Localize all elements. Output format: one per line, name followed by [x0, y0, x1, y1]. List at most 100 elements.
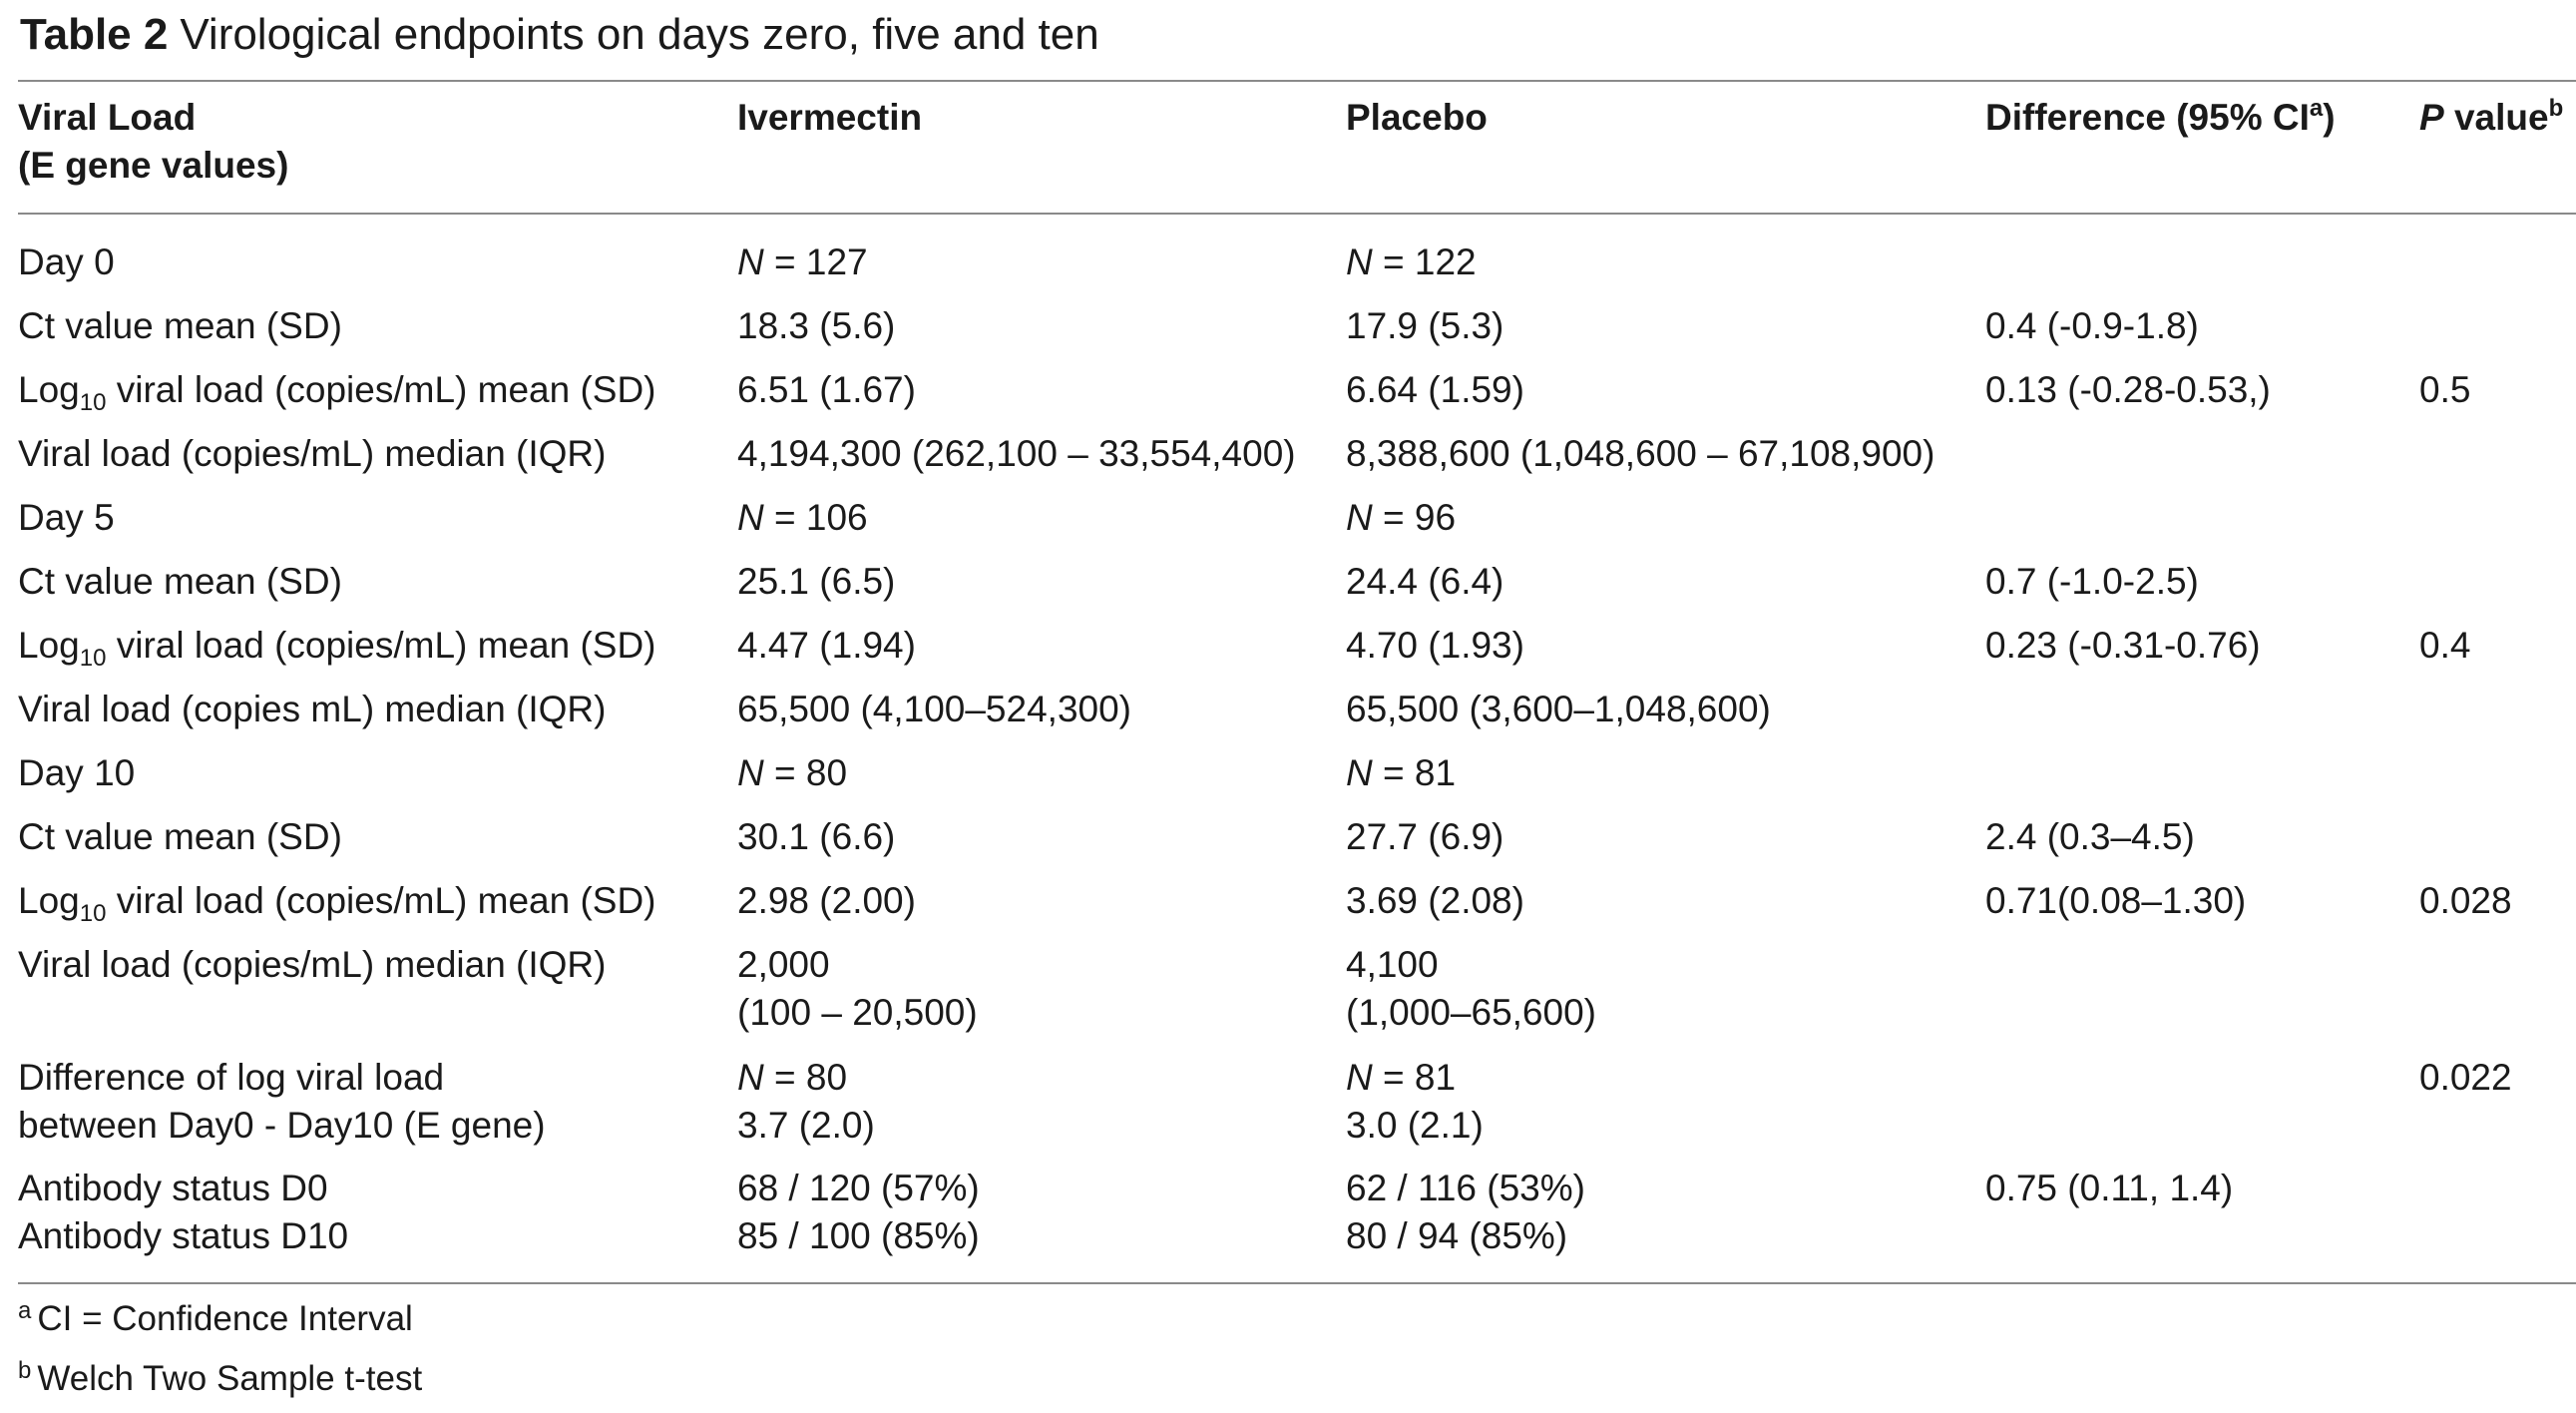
- row-day5-log-label: Log10 viral load (copies/mL) mean (SD): [18, 622, 656, 672]
- header-difference-text: Difference (95% CI: [1985, 97, 2310, 138]
- row-day0-ct-diff: 0.4 (-0.9-1.8): [1985, 305, 2199, 346]
- row-antibody-diff: 0.75 (0.11, 1.4): [1985, 1168, 2234, 1208]
- row-difference-p: 0.022: [2419, 1057, 2512, 1098]
- difference-pbo-n: N = 81: [1346, 1054, 1484, 1102]
- row-day0-label: Day 0: [18, 241, 115, 282]
- row-day0-log-ivm: 6.51 (1.67): [737, 369, 916, 410]
- header-difference: Difference (95% CIa): [1985, 94, 2336, 142]
- difference-label-line1: Difference of log viral load: [18, 1057, 445, 1098]
- row-day0-log-diff: 0.13 (-0.28-0.53,): [1985, 369, 2271, 410]
- header-difference-close: ): [2323, 97, 2336, 138]
- n-symbol: N: [737, 752, 764, 793]
- row-day0-log-pbo: 6.64 (1.59): [1346, 369, 1524, 410]
- row-day5-ct-diff: 0.7 (-1.0-2.5): [1985, 561, 2199, 602]
- row-difference-label: Difference of log viral load between Day…: [18, 1054, 546, 1150]
- row-day10-log-diff: 0.71(0.08–1.30): [1985, 880, 2247, 921]
- row-difference-ivm: N = 80 3.7 (2.0): [737, 1054, 875, 1150]
- row-day10-median-ivm: 2,000 (100 – 20,500): [737, 941, 978, 1037]
- row-day10-log-p: 0.028: [2419, 880, 2512, 921]
- header-viral-load-line1: Viral Load: [18, 97, 197, 138]
- row-day5-ct-ivm: 25.1 (6.5): [737, 561, 896, 602]
- row-day10-log-ivm: 2.98 (2.00): [737, 880, 916, 921]
- header-p-sup: b: [2548, 95, 2564, 122]
- header-p-text: value: [2443, 97, 2549, 138]
- log-text: Log: [18, 369, 80, 410]
- row-day0-ct-pbo: 17.9 (5.3): [1346, 305, 1504, 346]
- footnote-b-marker: b: [18, 1357, 32, 1384]
- row-day5-ct-pbo: 24.4 (6.4): [1346, 561, 1504, 602]
- header-placebo: Placebo: [1346, 97, 1488, 138]
- row-day0-median-label: Viral load (copies/mL) median (IQR): [18, 433, 607, 474]
- n-symbol: N: [1346, 752, 1373, 793]
- top-rule: [18, 80, 2576, 82]
- row-antibody-label: Antibody status D0 Antibody status D10: [18, 1165, 348, 1260]
- row-day5-median-pbo: 65,500 (3,600–1,048,600): [1346, 689, 1771, 729]
- log-subscript: 10: [79, 900, 107, 927]
- table-label: Table 2: [20, 10, 169, 59]
- row-day10-pbo-n: N = 81: [1346, 749, 1456, 797]
- row-day5-median-ivm: 65,500 (4,100–524,300): [737, 689, 1132, 729]
- n-symbol: N: [1346, 1057, 1373, 1098]
- row-day5-log-pbo: 4.70 (1.93): [1346, 625, 1524, 666]
- row-day0-log-label: Log10 viral load (copies/mL) mean (SD): [18, 366, 656, 416]
- log-text-rest: viral load (copies/mL) mean (SD): [106, 880, 656, 921]
- n-value: = 81: [1372, 1057, 1457, 1098]
- difference-ivm-value: 3.7 (2.0): [737, 1105, 875, 1146]
- row-day5-log-ivm: 4.47 (1.94): [737, 625, 916, 666]
- difference-ivm-n: N = 80: [737, 1054, 875, 1102]
- log-subscript: 10: [79, 389, 107, 416]
- row-day5-ct-label: Ct value mean (SD): [18, 561, 342, 602]
- row-day0-pbo-n: N = 122: [1346, 238, 1477, 286]
- header-viral-load-line2: (E gene values): [18, 145, 289, 186]
- table-caption: Table 2 Virological endpoints on days zer…: [20, 4, 1099, 66]
- row-day5-log-diff: 0.23 (-0.31-0.76): [1985, 625, 2261, 666]
- row-day10-label: Day 10: [18, 752, 136, 793]
- difference-label-line2: between Day0 - Day10 (E gene): [18, 1105, 546, 1146]
- header-viral-load: Viral Load (E gene values): [18, 94, 288, 190]
- row-day10-ivm-n: N = 80: [737, 749, 847, 797]
- row-day10-log-pbo: 3.69 (2.08): [1346, 880, 1524, 921]
- row-day10-ct-ivm: 30.1 (6.6): [737, 816, 896, 857]
- n-symbol: N: [1346, 497, 1373, 538]
- row-day10-ct-diff: 2.4 (0.3–4.5): [1985, 816, 2195, 857]
- n-value: = 80: [763, 1057, 848, 1098]
- n-symbol: N: [1346, 241, 1373, 282]
- row-day10-log-label: Log10 viral load (copies/mL) mean (SD): [18, 877, 656, 927]
- median-line2: (1,000–65,600): [1346, 992, 1596, 1033]
- table-title: Virological endpoints on days zero, five…: [180, 10, 1099, 59]
- row-day10-ct-label: Ct value mean (SD): [18, 816, 342, 857]
- difference-pbo-value: 3.0 (2.1): [1346, 1105, 1484, 1146]
- log-text-rest: viral load (copies/mL) mean (SD): [106, 625, 656, 666]
- header-ivermectin: Ivermectin: [737, 97, 923, 138]
- log-text: Log: [18, 625, 80, 666]
- row-antibody-ivm: 68 / 120 (57%) 85 / 100 (85%): [737, 1165, 980, 1260]
- n-value: = 81: [1372, 752, 1457, 793]
- antibody-label-d10: Antibody status D10: [18, 1215, 349, 1256]
- n-value: = 80: [763, 752, 848, 793]
- footnote-b: b Welch Two Sample t-test: [18, 1355, 422, 1403]
- row-day5-ivm-n: N = 106: [737, 494, 868, 542]
- footnote-a-marker: a: [18, 1297, 32, 1324]
- median-line1: 2,000: [737, 944, 830, 985]
- bottom-rule: [18, 1282, 2576, 1284]
- header-p-italic: P: [2419, 97, 2444, 138]
- row-day5-pbo-n: N = 96: [1346, 494, 1456, 542]
- n-value: = 122: [1372, 241, 1477, 282]
- header-rule: [18, 213, 2576, 215]
- row-day10-ct-pbo: 27.7 (6.9): [1346, 816, 1504, 857]
- footnote-a-text: CI = Confidence Interval: [37, 1299, 413, 1338]
- n-value: = 127: [763, 241, 868, 282]
- row-day0-median-pbo: 8,388,600 (1,048,600 – 67,108,900): [1346, 433, 1935, 474]
- row-day5-median-label: Viral load (copies mL) median (IQR): [18, 689, 607, 729]
- row-day0-ct-label: Ct value mean (SD): [18, 305, 342, 346]
- row-day0-median-ivm: 4,194,300 (262,100 – 33,554,400): [737, 433, 1296, 474]
- header-p-value: P valueb: [2419, 94, 2563, 142]
- median-line2: (100 – 20,500): [737, 992, 978, 1033]
- n-symbol: N: [737, 241, 764, 282]
- row-day10-median-pbo: 4,100 (1,000–65,600): [1346, 941, 1596, 1037]
- log-text-rest: viral load (copies/mL) mean (SD): [106, 369, 656, 410]
- antibody-pbo-d0: 62 / 116 (53%): [1346, 1168, 1585, 1208]
- log-subscript: 10: [79, 645, 107, 672]
- antibody-pbo-d10: 80 / 94 (85%): [1346, 1215, 1568, 1256]
